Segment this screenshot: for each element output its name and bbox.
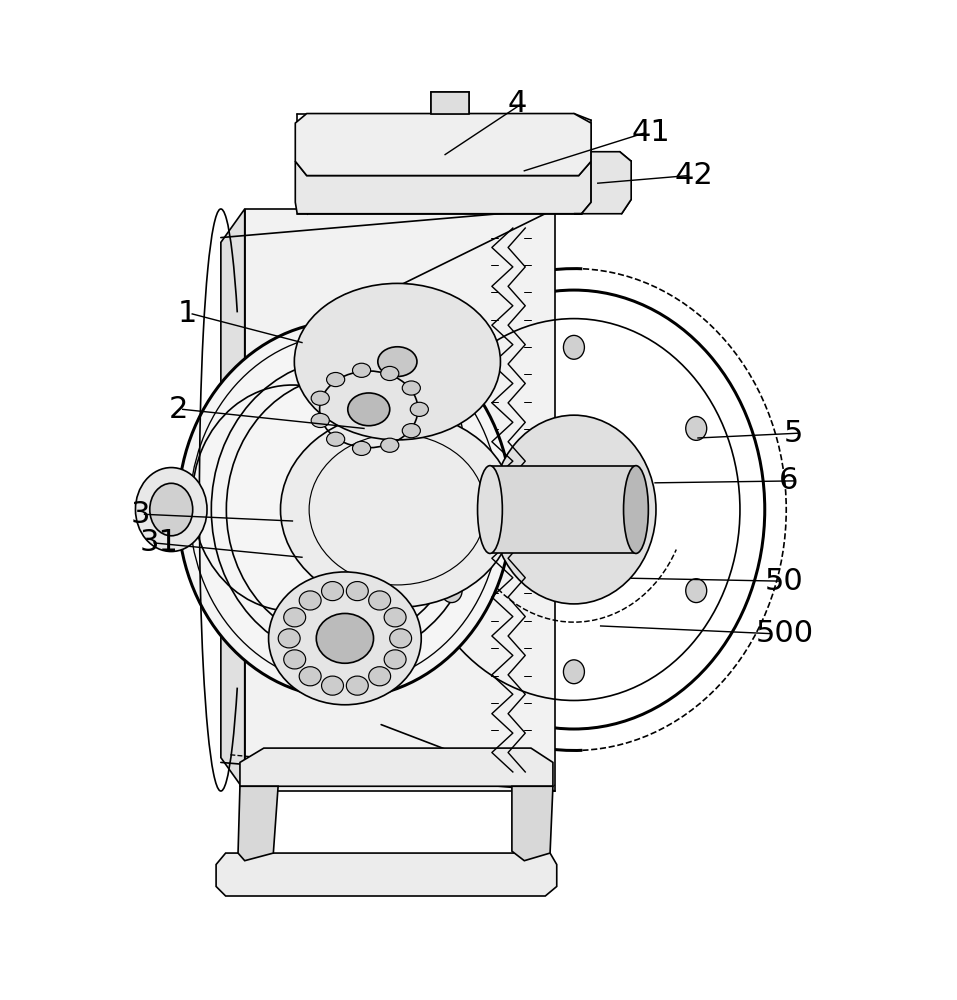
- Polygon shape: [490, 466, 636, 553]
- Text: 2: 2: [168, 395, 188, 424]
- Ellipse shape: [402, 424, 420, 438]
- Polygon shape: [216, 853, 557, 896]
- Ellipse shape: [300, 667, 322, 686]
- Ellipse shape: [149, 483, 192, 536]
- Ellipse shape: [322, 676, 344, 695]
- Text: 41: 41: [632, 118, 670, 147]
- Polygon shape: [431, 92, 469, 114]
- Ellipse shape: [381, 366, 399, 381]
- Ellipse shape: [478, 466, 502, 553]
- Text: 50: 50: [765, 567, 804, 596]
- Ellipse shape: [564, 660, 585, 684]
- Ellipse shape: [492, 415, 656, 604]
- Text: 6: 6: [779, 466, 798, 495]
- Ellipse shape: [311, 413, 329, 428]
- Text: 1: 1: [178, 299, 197, 328]
- Polygon shape: [574, 152, 632, 214]
- Ellipse shape: [269, 572, 421, 705]
- Ellipse shape: [384, 650, 406, 669]
- Polygon shape: [245, 209, 555, 791]
- Ellipse shape: [283, 608, 305, 627]
- Ellipse shape: [300, 591, 322, 610]
- Text: 42: 42: [674, 161, 713, 190]
- Ellipse shape: [686, 417, 706, 440]
- Ellipse shape: [311, 391, 329, 405]
- Text: 5: 5: [784, 419, 803, 448]
- Ellipse shape: [322, 582, 344, 601]
- Ellipse shape: [295, 283, 501, 440]
- Polygon shape: [238, 786, 278, 861]
- Ellipse shape: [564, 335, 585, 359]
- Ellipse shape: [346, 582, 368, 601]
- Ellipse shape: [384, 608, 406, 627]
- Ellipse shape: [280, 412, 514, 607]
- Ellipse shape: [347, 393, 389, 426]
- Ellipse shape: [624, 466, 648, 553]
- Polygon shape: [296, 161, 591, 214]
- Ellipse shape: [686, 579, 706, 603]
- Ellipse shape: [441, 417, 462, 440]
- Ellipse shape: [368, 591, 390, 610]
- Ellipse shape: [326, 372, 345, 387]
- Ellipse shape: [326, 432, 345, 446]
- Polygon shape: [221, 209, 245, 791]
- Polygon shape: [296, 114, 591, 176]
- Ellipse shape: [352, 441, 370, 455]
- Ellipse shape: [368, 667, 390, 686]
- Ellipse shape: [352, 363, 370, 377]
- Ellipse shape: [441, 579, 462, 603]
- Ellipse shape: [136, 468, 207, 552]
- Ellipse shape: [383, 290, 765, 729]
- Text: 4: 4: [507, 89, 526, 118]
- Ellipse shape: [402, 381, 420, 395]
- Ellipse shape: [389, 629, 412, 648]
- Ellipse shape: [283, 650, 305, 669]
- Text: 3: 3: [130, 500, 149, 529]
- Ellipse shape: [278, 629, 300, 648]
- Text: 31: 31: [140, 528, 179, 557]
- Ellipse shape: [316, 613, 373, 663]
- Text: 500: 500: [755, 619, 813, 648]
- Ellipse shape: [378, 347, 417, 377]
- Polygon shape: [240, 748, 553, 786]
- Ellipse shape: [178, 321, 512, 698]
- Polygon shape: [512, 786, 553, 861]
- Ellipse shape: [346, 676, 368, 695]
- Ellipse shape: [381, 438, 399, 452]
- Ellipse shape: [411, 402, 429, 416]
